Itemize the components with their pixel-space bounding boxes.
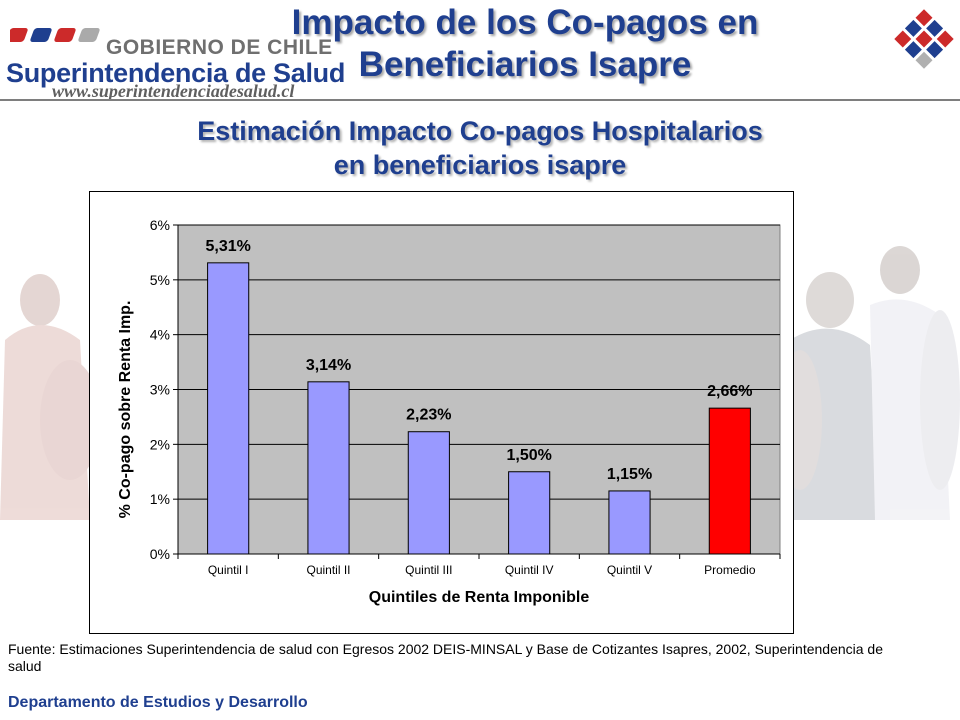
bar-6 [708,407,751,555]
bar-2 [307,381,350,555]
x-axis-title: Quintiles de Renta Imponible [369,589,590,606]
x-tick-label: Promedio [704,563,756,577]
source-note: Fuente: Estimaciones Superintendencia de… [8,641,883,674]
logo-squares-icon [10,28,100,42]
y-tick-label: 2% [150,436,170,452]
logo-url-text: www.superintendenciadesalud.cl [52,81,295,101]
page-title-line1: Impacto de los Co-pagos en [291,3,759,42]
chart-container: 0% 1% 2% 3% 4% 5% 6% 5,31% Quintil I 3,14% Quintil… [89,191,794,634]
x-tick-label: Quintil I [208,563,249,577]
y-tick-label: 4% [150,327,170,343]
x-tick-label: Quintil IV [505,563,554,577]
x-tick-label: Quintil II [306,563,350,577]
data-label: 3,14% [306,357,351,374]
superintendencia-logo: GOBIERNO DE CHILE Superintendencia de Sa… [6,14,345,101]
page-title: Impacto de los Co-pagos en Beneficiarios… [290,2,760,86]
chart-heading-line2: en beneficiarios isapre [333,150,627,180]
y-tick-label: 0% [150,546,170,562]
header-divider [0,99,960,101]
bar-chart: 0% 1% 2% 3% 4% 5% 6% 5,31% Quintil I 3,14% Quintil… [117,217,781,606]
logo-superintendencia-text: Superintendencia de Salud [6,58,346,88]
y-axis-title: % Co-pago sobre Renta Imp. [117,301,134,519]
bar-3 [407,431,450,555]
x-tick-label: Quintil V [607,563,652,577]
chart-heading-line1: Estimación Impacto Co-pagos Hospitalario… [197,116,763,146]
x-tick-label: Quintil III [405,563,452,577]
logo-gobierno-text: GOBIERNO DE CHILE [106,36,333,59]
data-label: 1,50% [506,447,551,464]
data-label: 2,23% [406,407,451,424]
chart-heading: Estimación Impacto Co-pagos Hospitalario… [110,114,850,182]
data-label: 2,66% [707,383,752,400]
bar-5 [608,490,651,555]
page-title-line2: Beneficiarios Isapre [358,45,692,84]
y-tick-label: 1% [150,491,170,507]
y-tick-label: 5% [150,272,170,288]
bar-1 [207,262,250,555]
y-tick-label: 3% [150,382,170,398]
department-label: Departamento de Estudios y Desarrollo [8,694,308,711]
government-seal-icon [894,9,954,69]
bar-4 [508,471,551,555]
y-tick-label: 6% [150,217,170,233]
data-label: 1,15% [607,466,652,483]
data-label: 5,31% [205,238,250,255]
